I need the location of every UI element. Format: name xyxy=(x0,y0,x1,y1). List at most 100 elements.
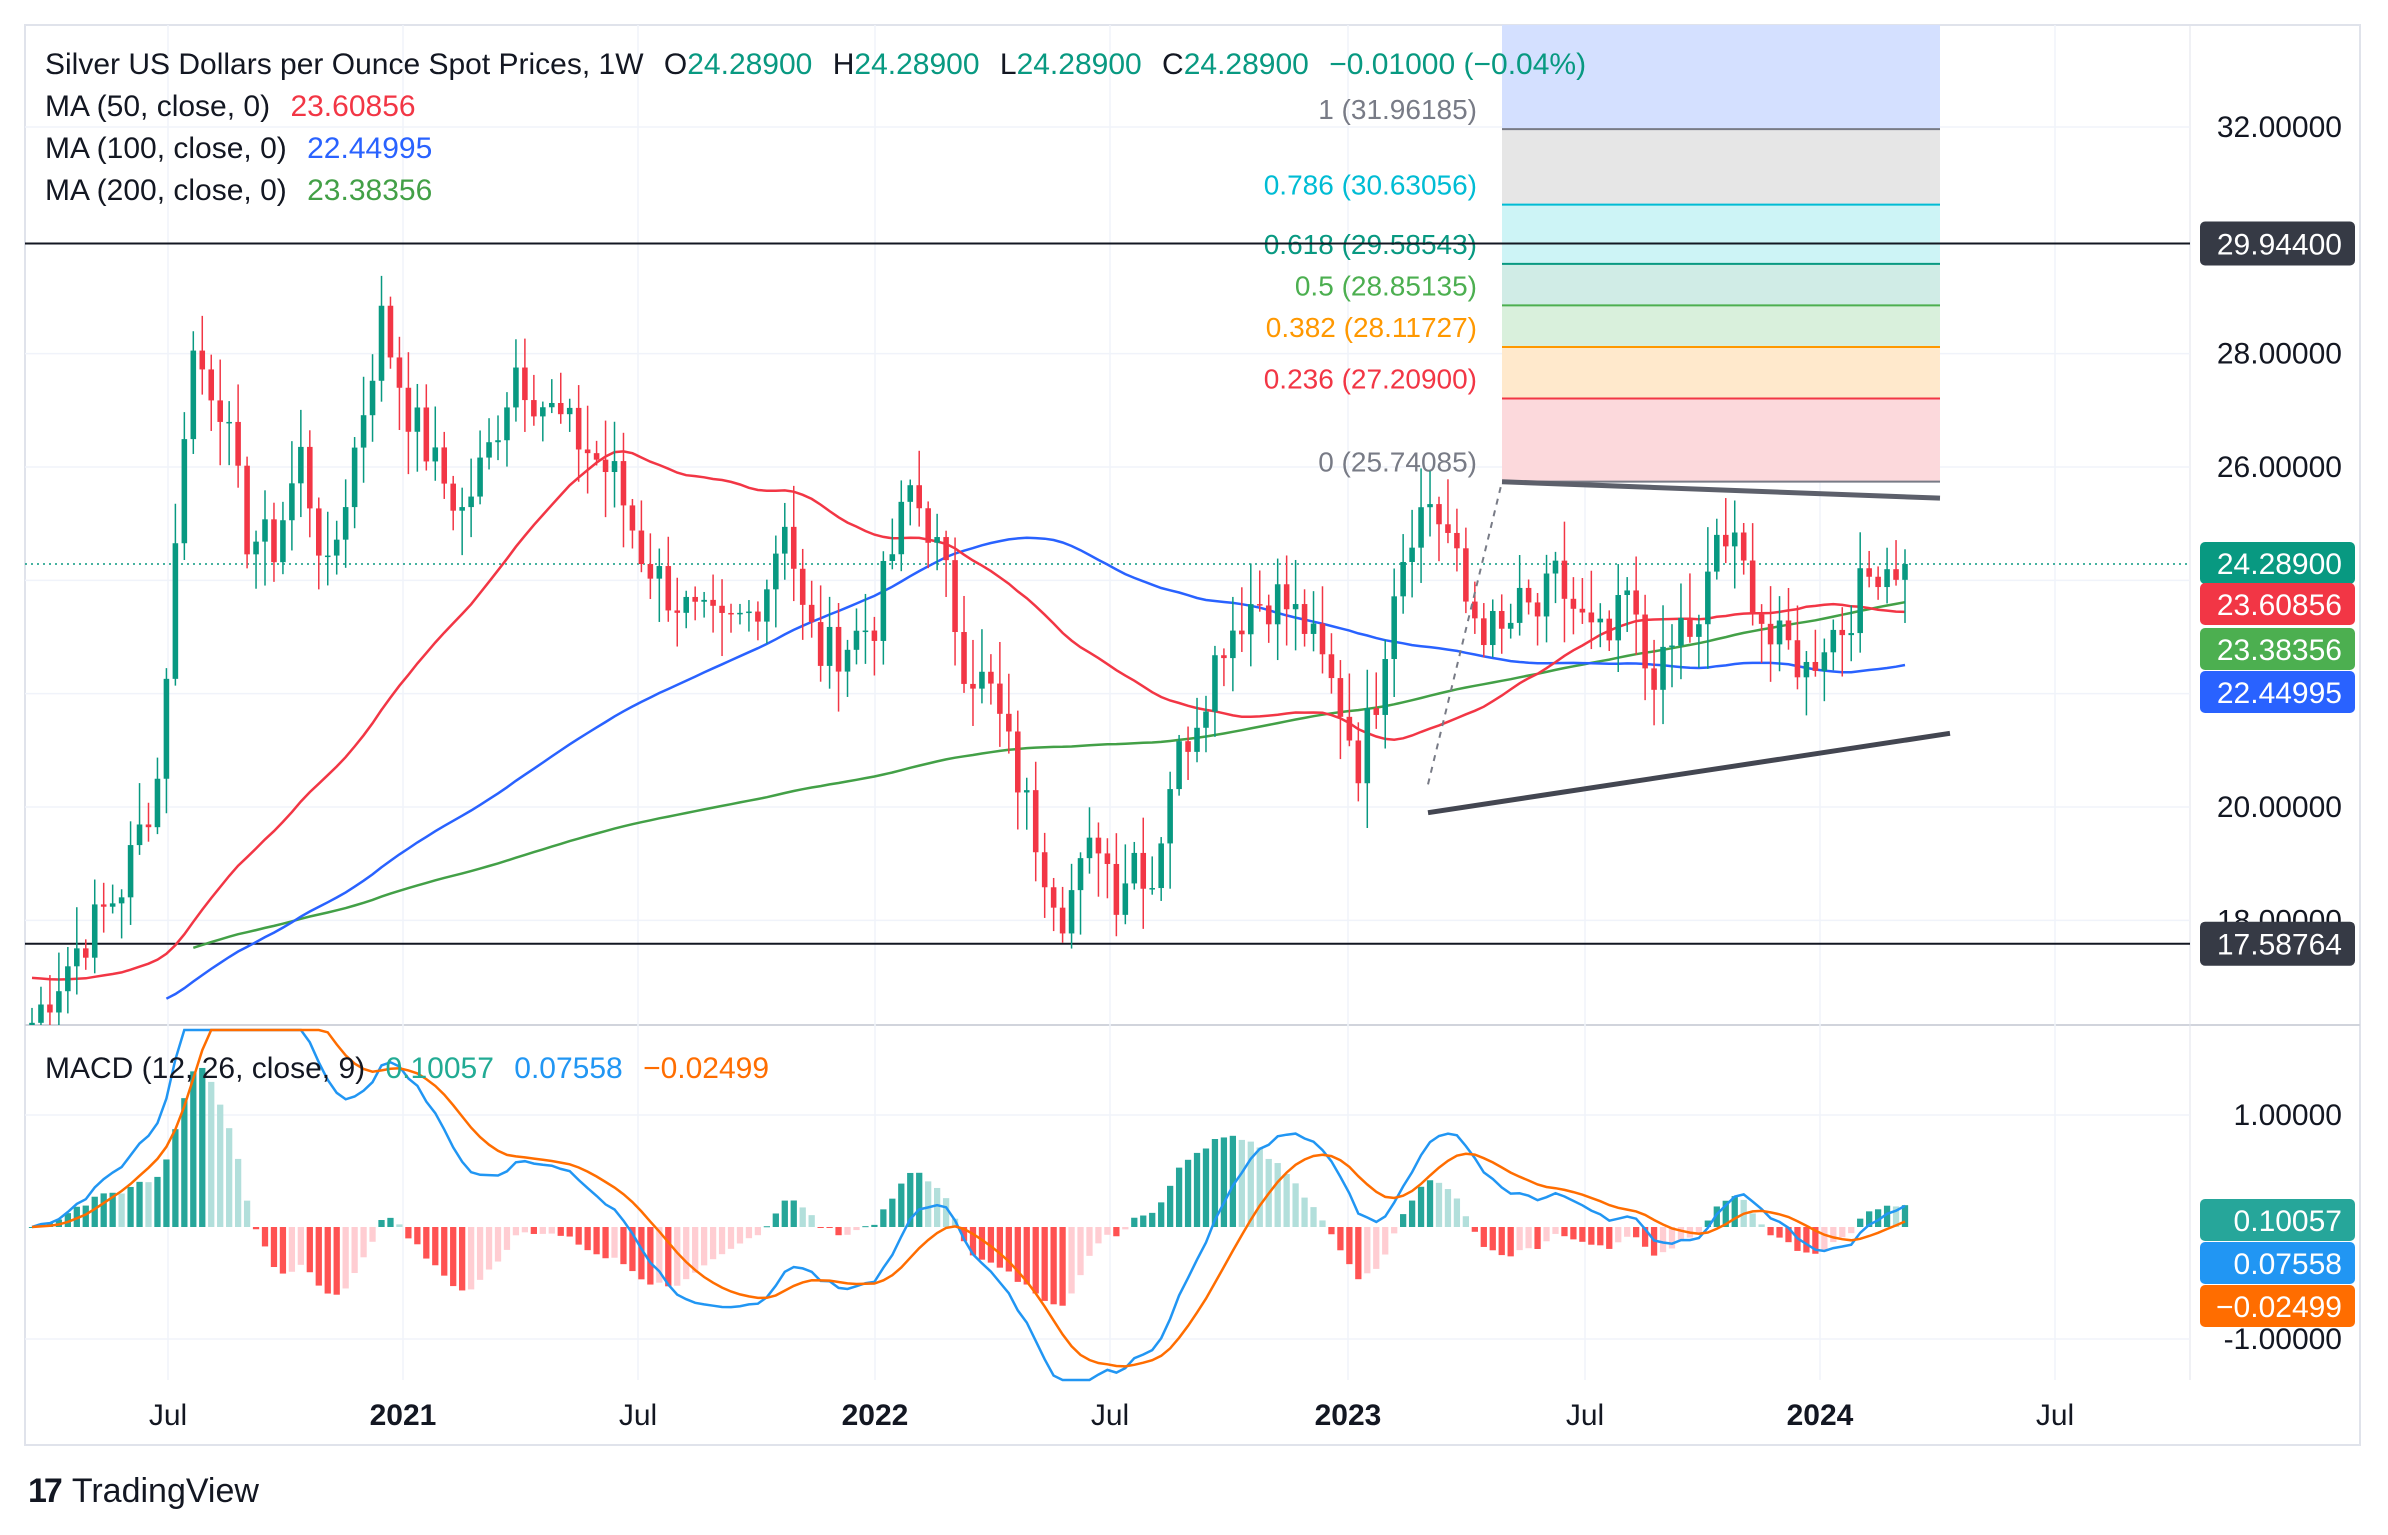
candle-body xyxy=(163,678,170,779)
macd-histogram-bar xyxy=(476,1227,484,1280)
macd-histogram-bar xyxy=(1005,1227,1012,1272)
candle-body xyxy=(1176,741,1182,790)
macd-histogram-bar xyxy=(1256,1147,1263,1227)
macd-legend[interactable]: MACD (12, 26, close, 9) 0.10057 0.07558 … xyxy=(45,1052,781,1086)
macd-histogram-bar xyxy=(781,1200,788,1227)
candle-body xyxy=(1543,573,1550,617)
candle-body xyxy=(351,447,358,508)
fib-level-label: 0.5 (28.85135) xyxy=(1295,270,1477,301)
macd-histogram-bar xyxy=(28,1227,36,1228)
macd-histogram-bar xyxy=(799,1207,806,1227)
macd-histogram-bar xyxy=(467,1227,475,1290)
candle-body xyxy=(1660,646,1666,690)
macd-tag-bg xyxy=(2200,1242,2355,1284)
macd-tag-bg xyxy=(2200,1199,2355,1241)
candle-body xyxy=(1776,620,1783,645)
candle-body xyxy=(432,447,439,462)
macd-histogram-bar xyxy=(423,1227,430,1259)
macd-histogram-bar xyxy=(1131,1217,1138,1227)
candle-body xyxy=(746,611,752,614)
macd-histogram-bar xyxy=(1184,1159,1192,1227)
candle-body xyxy=(1615,595,1622,641)
macd-histogram-bar xyxy=(1722,1200,1729,1227)
candle-body xyxy=(360,415,367,448)
tradingview-logo[interactable]: 17 TradingView xyxy=(28,1472,259,1511)
candle-body xyxy=(1382,659,1388,715)
macd-histogram-bar xyxy=(790,1200,797,1227)
price-tag-bg xyxy=(2200,542,2355,584)
macd-histogram-bar xyxy=(1140,1215,1147,1227)
macd-histogram-bar xyxy=(1220,1137,1228,1227)
macd-tag-label: −0.02499 xyxy=(2216,1291,2342,1324)
fib-anchor-line xyxy=(1427,481,1503,785)
macd-histogram-bar xyxy=(360,1227,367,1258)
moving-averages xyxy=(31,450,1906,1000)
candle-body xyxy=(405,387,412,432)
candle-body xyxy=(1015,731,1021,793)
macd-histogram-bar xyxy=(1301,1197,1308,1227)
ma100-legend[interactable]: MA (100, close, 0) 22.44995 xyxy=(45,132,444,166)
price-tag-bg xyxy=(2200,221,2355,266)
macd-histogram-bar xyxy=(907,1172,914,1227)
x-axis-tick-label: Jul xyxy=(1566,1399,1604,1432)
fib-band xyxy=(1502,204,1940,264)
candle-body xyxy=(226,421,232,424)
candle-body xyxy=(1274,584,1281,625)
macd-histogram-bar xyxy=(1803,1227,1810,1253)
candle-body xyxy=(1857,568,1863,634)
ma200-legend[interactable]: MA (200, close, 0) 23.38356 xyxy=(45,174,444,208)
candle-body xyxy=(1516,587,1523,623)
candle-body xyxy=(1830,629,1837,653)
candle-body xyxy=(1534,602,1541,617)
macd-histogram-bar xyxy=(1570,1227,1577,1240)
fib-level-label: 0 (25.74085) xyxy=(1318,447,1477,478)
candle-body xyxy=(1346,716,1353,741)
x-axis-tick-label: 2023 xyxy=(1315,1399,1382,1432)
candle-body xyxy=(961,632,967,684)
macd-axis-tick: -1.00000 xyxy=(2224,1323,2342,1356)
macd-histogram-bar xyxy=(539,1227,546,1234)
candle-body xyxy=(1758,614,1765,624)
macd-histogram-bar xyxy=(181,1098,188,1227)
candle-body xyxy=(701,599,707,602)
macd-histogram-bar xyxy=(1193,1152,1201,1227)
ma100-line xyxy=(165,536,1906,1000)
macd-histogram-bar xyxy=(530,1227,537,1234)
macd-histogram-bar xyxy=(441,1227,448,1276)
candle-body xyxy=(755,611,761,622)
candle-body xyxy=(333,539,340,556)
macd-histogram-bar xyxy=(1776,1227,1783,1238)
candle-body xyxy=(1678,617,1684,646)
macd-histogram-bar xyxy=(602,1227,609,1259)
lower-trendline xyxy=(1427,730,1951,816)
macd-histogram-bar xyxy=(880,1209,887,1227)
macd-histogram-bar xyxy=(136,1181,143,1227)
macd-histogram-bar xyxy=(351,1227,358,1274)
candle-body xyxy=(1086,837,1093,859)
macd-histogram-bar xyxy=(1883,1205,1891,1227)
ma50-line xyxy=(31,450,1906,981)
candlesticks xyxy=(29,275,1908,1025)
macd-histogram-bar xyxy=(1561,1227,1568,1237)
candle-body xyxy=(979,671,985,689)
candle-body xyxy=(638,530,645,565)
macd-histogram-bar xyxy=(503,1227,511,1250)
ohlc-high: H24.28900 xyxy=(832,48,980,81)
candle-body xyxy=(1812,661,1819,671)
macd-histogram-bar xyxy=(1677,1227,1685,1241)
candle-body xyxy=(1283,584,1290,610)
candle-body xyxy=(522,367,528,401)
macd-histogram-bar xyxy=(1229,1135,1237,1227)
macd-histogram-bar xyxy=(1579,1227,1586,1242)
macd-histogram-bar xyxy=(656,1227,663,1283)
macd-histogram-bar xyxy=(1597,1227,1604,1246)
candle-body xyxy=(1669,645,1675,648)
ma50-legend[interactable]: MA (50, close, 0) 23.60856 xyxy=(45,90,428,124)
candle-body xyxy=(486,442,492,458)
candle-body xyxy=(324,555,331,558)
macd-histogram-bar xyxy=(1346,1227,1353,1265)
candle-body xyxy=(1722,534,1729,547)
candle-body xyxy=(1373,708,1380,715)
macd-histogram-bar xyxy=(1041,1227,1048,1301)
